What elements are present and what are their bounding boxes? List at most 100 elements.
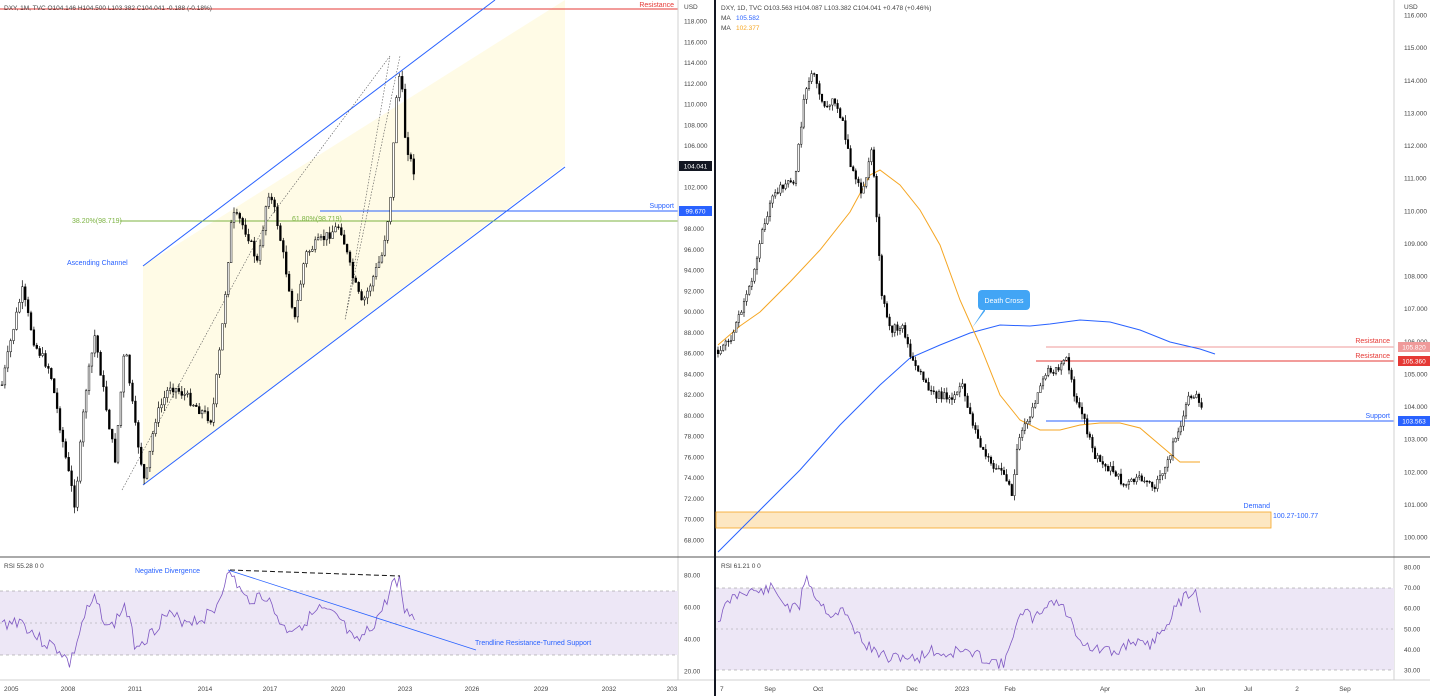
left-price-axis[interactable]: USD 118.000 116.000 114.000 112.000 110.000 1…	[677, 0, 714, 696]
candle-body	[1192, 397, 1195, 399]
candle-body	[35, 344, 38, 349]
candle-body	[1125, 484, 1128, 486]
candle-body	[846, 139, 850, 149]
candle-body	[26, 299, 30, 313]
candle-body	[927, 382, 930, 391]
candle-body	[287, 273, 291, 292]
candle-body	[987, 456, 990, 458]
candle-body	[32, 329, 36, 346]
right-time-axis[interactable]: 7 Sep Oct Dec 2023 Feb Apr Jun Jul 2 Sep	[716, 679, 1430, 693]
candle-body	[974, 425, 977, 430]
candle-body	[1190, 395, 1193, 398]
candle-body	[189, 392, 192, 406]
candle-body	[1049, 367, 1052, 373]
right-date-label: Jun	[1195, 686, 1206, 693]
left-date-label: 203	[667, 686, 678, 693]
candle-body	[128, 354, 131, 384]
left-date-label: 2014	[198, 686, 213, 693]
candle-body	[1080, 406, 1084, 415]
right-chart-panel[interactable]: Demand 100.27-100.77 Resistance Resistan…	[715, 0, 1394, 556]
candle-body	[9, 340, 12, 353]
left-date-label: 2017	[263, 686, 278, 693]
candle-body	[820, 93, 824, 102]
candle-body	[253, 240, 256, 257]
candle-body	[940, 391, 943, 400]
candle-body	[340, 227, 343, 236]
candle-body	[852, 166, 855, 171]
candle-body	[719, 350, 722, 355]
candle-body	[901, 325, 904, 329]
candle-body	[276, 206, 279, 227]
candle-body	[177, 388, 181, 392]
ma-slow-line	[717, 319, 1216, 553]
candle-body	[753, 268, 756, 282]
death-cross-callout[interactable]: Death Cross	[972, 290, 1030, 328]
candle-body	[1140, 475, 1143, 482]
candle-body	[1088, 433, 1091, 438]
candle-body	[943, 392, 946, 400]
candle-body	[154, 422, 157, 434]
candle-body	[1179, 425, 1182, 433]
candle-body	[73, 485, 76, 508]
candle-body	[781, 184, 785, 189]
candle-body	[789, 180, 792, 183]
candle-body	[1145, 480, 1149, 483]
candle-body	[6, 351, 9, 369]
death-cross-label: Death Cross	[985, 298, 1024, 305]
fib-projection-lines	[121, 55, 401, 491]
right-date-label: Sep	[764, 686, 776, 693]
candle-body	[1127, 480, 1130, 485]
left-price-tick-label: 112.000	[684, 81, 707, 88]
ma2-value: 102.377	[736, 25, 760, 32]
candle-body	[41, 353, 44, 356]
candle-body	[357, 282, 360, 292]
candle-body	[108, 409, 111, 430]
candle-body	[348, 251, 352, 263]
candle-body	[406, 137, 410, 155]
candle-body	[826, 105, 829, 108]
candle-body	[917, 365, 920, 372]
right-rsi-pane[interactable]: RSI 61.21 0 0 80.00 70.00 60.00 50.00 40.00 3…	[716, 556, 1430, 675]
right-rsi-header: RSI 61.21 0 0	[721, 563, 761, 570]
right-resistance2-text: 105.360	[1402, 359, 1426, 366]
right-price-axis[interactable]: USD 116.000 115.000 114.000 113.000 112.000 1…	[1393, 0, 1430, 696]
candle-body	[774, 192, 777, 197]
left-rsi-pane[interactable]: Negative Divergence Trendline Resistance…	[0, 556, 714, 676]
left-last-price-badge	[679, 161, 712, 171]
candle-body	[64, 441, 67, 458]
candle-body	[805, 88, 808, 100]
left-date-label: 2020	[331, 686, 346, 693]
candle-body	[337, 226, 340, 228]
fib-618-label: 61.80%(98.719)	[292, 216, 342, 223]
candle-body	[1197, 393, 1201, 403]
left-time-axis[interactable]: 2005 2008 2011 2014 2017 2020 2023 2026 2029 2032…	[0, 679, 714, 693]
candle-body	[198, 406, 201, 415]
candle-body	[724, 340, 727, 346]
candle-body	[212, 403, 215, 423]
right-support-badge-text: 103.563	[1402, 419, 1426, 426]
candle-body	[875, 175, 878, 218]
candle-body	[55, 392, 59, 409]
candle-body	[984, 449, 987, 457]
candle-body	[1109, 466, 1112, 472]
candle-body	[937, 391, 941, 399]
left-chart-panel[interactable]: Resistance 38.20%(98.719) 61.80%(98.719)…	[0, 0, 678, 556]
candle-body	[302, 263, 305, 285]
candle-body	[865, 177, 868, 187]
candle-body	[979, 438, 982, 448]
candle-body	[47, 366, 50, 369]
right-resistance1-badge	[1398, 342, 1430, 352]
candle-body	[888, 316, 891, 327]
candle-body	[885, 303, 889, 318]
candle-body	[1130, 478, 1133, 482]
left-price-tick-label: 68.000	[684, 538, 704, 545]
right-price-tick-label: 103.000	[1404, 437, 1428, 444]
candle-body	[924, 379, 928, 383]
candle-body	[823, 101, 826, 107]
candle-body	[904, 325, 907, 338]
right-price-tick-label: 105.000	[1404, 371, 1428, 378]
candle-body	[148, 450, 152, 469]
candle-body	[1060, 363, 1063, 371]
candle-body	[38, 348, 41, 356]
